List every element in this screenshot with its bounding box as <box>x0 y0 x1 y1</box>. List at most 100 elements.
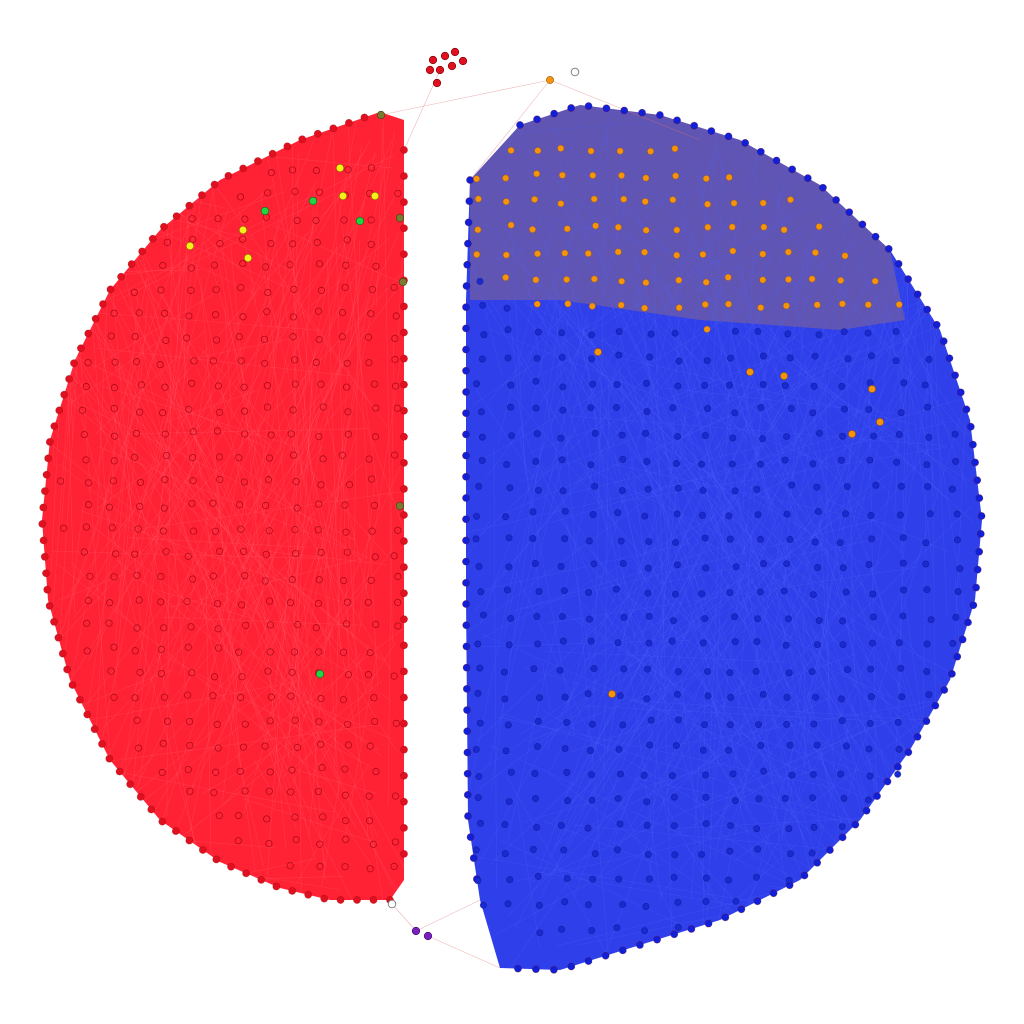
red-node <box>266 717 274 725</box>
red-node <box>84 597 92 605</box>
blue-node <box>588 796 596 804</box>
blue-node <box>463 260 472 269</box>
red-node <box>365 359 373 367</box>
blue-node <box>462 472 470 481</box>
blue-node <box>516 121 524 129</box>
blue-node <box>923 461 931 469</box>
blue-node <box>619 900 627 908</box>
red-node <box>340 576 348 585</box>
red-node <box>135 309 143 317</box>
red-node <box>317 740 325 748</box>
blue-node <box>784 615 792 623</box>
blue-node <box>939 337 948 346</box>
blue-node <box>615 745 623 753</box>
red-node <box>235 648 243 656</box>
blue-node <box>645 639 653 647</box>
red-node <box>236 193 245 201</box>
orange-node <box>473 175 481 183</box>
red-node <box>400 537 408 545</box>
blue-node <box>725 876 733 884</box>
orange-node <box>557 200 565 208</box>
red-node <box>241 787 249 795</box>
blue-node <box>729 434 737 442</box>
red-node <box>289 333 297 341</box>
red-node <box>286 599 294 607</box>
red-node <box>172 212 181 221</box>
blue-node <box>729 770 737 778</box>
orange-node <box>473 250 481 258</box>
blue-node <box>813 641 821 649</box>
red-node <box>234 811 243 820</box>
blue-node <box>702 820 710 828</box>
red-node <box>287 692 295 700</box>
red-node <box>390 862 398 870</box>
blue-node <box>783 693 791 701</box>
red-node <box>75 695 84 704</box>
orange-node <box>642 226 650 234</box>
blue-node <box>478 355 486 363</box>
red-node <box>293 743 302 752</box>
orange-node <box>671 145 679 153</box>
blue-node <box>503 304 511 312</box>
red-node <box>367 164 376 172</box>
orange-node <box>614 223 622 231</box>
orange-node <box>780 372 788 380</box>
red-node <box>312 624 320 632</box>
blue-node <box>867 665 875 673</box>
red-node <box>185 312 193 320</box>
red-node <box>267 169 275 177</box>
blue-node <box>976 529 985 538</box>
red-node <box>360 113 369 122</box>
red-node <box>84 358 92 367</box>
red-node <box>291 813 299 821</box>
red-node <box>110 643 118 651</box>
red-node <box>133 571 141 579</box>
blue-node <box>727 354 735 362</box>
orange-node <box>642 279 650 287</box>
red-node <box>366 865 374 873</box>
olive-node <box>398 277 408 287</box>
orange-node <box>864 301 872 309</box>
red-node <box>370 694 378 702</box>
blue-node <box>838 833 847 842</box>
blue-node <box>478 433 486 441</box>
red-node <box>242 621 250 629</box>
blue-node <box>757 460 765 468</box>
blue-node <box>810 720 818 728</box>
blue-node <box>670 793 678 801</box>
olive-node <box>376 110 386 120</box>
blue-node <box>813 858 822 867</box>
blue-node <box>698 511 706 519</box>
blue-node <box>839 564 847 572</box>
yellow-node <box>243 253 253 263</box>
blue-node <box>808 849 816 857</box>
blue-node <box>557 434 565 442</box>
red-node <box>392 719 400 727</box>
blue-node <box>477 588 485 596</box>
blue-node <box>756 588 764 596</box>
blue-node <box>644 851 652 859</box>
blue-node <box>673 116 681 125</box>
blue-node <box>556 666 564 674</box>
blue-node <box>809 409 817 417</box>
blue-node <box>668 772 676 780</box>
red-node <box>214 382 222 390</box>
blue-node <box>590 560 598 568</box>
blue-node <box>895 745 903 753</box>
red-node <box>394 526 402 534</box>
blue-node <box>561 507 569 515</box>
blue-node <box>618 946 627 955</box>
blue-node <box>558 456 566 464</box>
red-node <box>292 477 300 486</box>
orange-node <box>507 221 515 229</box>
red-node <box>227 862 235 871</box>
red-node <box>235 333 243 341</box>
blue-node <box>501 850 509 858</box>
blue-node <box>588 331 596 339</box>
orange-node <box>841 252 849 260</box>
blue-node <box>753 825 761 833</box>
red-node <box>237 601 246 609</box>
orange-node <box>474 195 482 203</box>
blue-node <box>588 771 596 779</box>
orange-node <box>702 175 710 183</box>
